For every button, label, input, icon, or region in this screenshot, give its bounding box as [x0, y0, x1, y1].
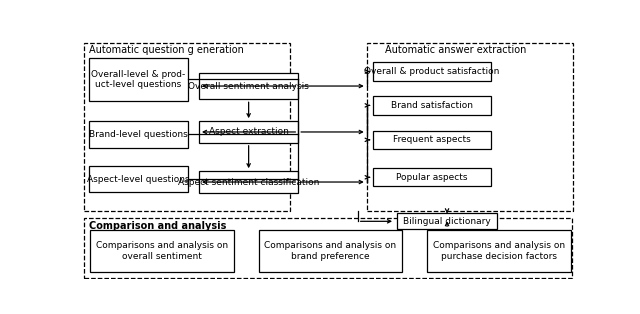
Text: Brand satisfaction: Brand satisfaction	[390, 101, 473, 110]
Bar	[90, 230, 234, 272]
Text: Comparisons and analysis on
brand preference: Comparisons and analysis on brand prefer…	[264, 241, 397, 261]
Text: Brand-level questions: Brand-level questions	[89, 130, 188, 139]
Bar	[372, 168, 491, 187]
Bar	[372, 96, 491, 115]
Text: Overall-level & prod-
uct-level questions: Overall-level & prod- uct-level question…	[92, 70, 186, 89]
Bar	[199, 121, 298, 143]
Text: Popular aspects: Popular aspects	[396, 173, 467, 182]
Text: Overall & product satisfaction: Overall & product satisfaction	[364, 67, 499, 76]
Bar	[372, 131, 491, 149]
Bar	[428, 230, 571, 272]
Bar	[89, 121, 188, 148]
Text: Bilingual dictionary: Bilingual dictionary	[403, 217, 491, 226]
Text: Overall sentiment analysis: Overall sentiment analysis	[188, 82, 309, 90]
Text: Comparison and analysis: Comparison and analysis	[89, 221, 227, 231]
Bar	[89, 166, 188, 192]
Text: Automatic answer extraction: Automatic answer extraction	[385, 46, 527, 55]
Text: Frequent aspects: Frequent aspects	[393, 135, 470, 144]
Bar	[372, 62, 491, 81]
Text: Automatic question g eneration: Automatic question g eneration	[89, 46, 244, 55]
Text: Aspect extraction: Aspect extraction	[209, 127, 289, 137]
Bar	[89, 58, 188, 100]
Text: Comparisons and analysis on
purchase decision factors: Comparisons and analysis on purchase dec…	[433, 241, 565, 261]
Text: Aspect sentiment classification: Aspect sentiment classification	[178, 177, 319, 187]
Bar	[84, 42, 290, 211]
Bar	[84, 218, 572, 278]
Bar	[199, 171, 298, 193]
Text: Aspect-level questions: Aspect-level questions	[87, 175, 190, 184]
Bar	[397, 214, 497, 229]
Bar	[367, 42, 573, 211]
Bar	[199, 73, 298, 99]
Bar	[259, 230, 403, 272]
Text: Comparisons and analysis on
overall sentiment: Comparisons and analysis on overall sent…	[96, 241, 228, 261]
